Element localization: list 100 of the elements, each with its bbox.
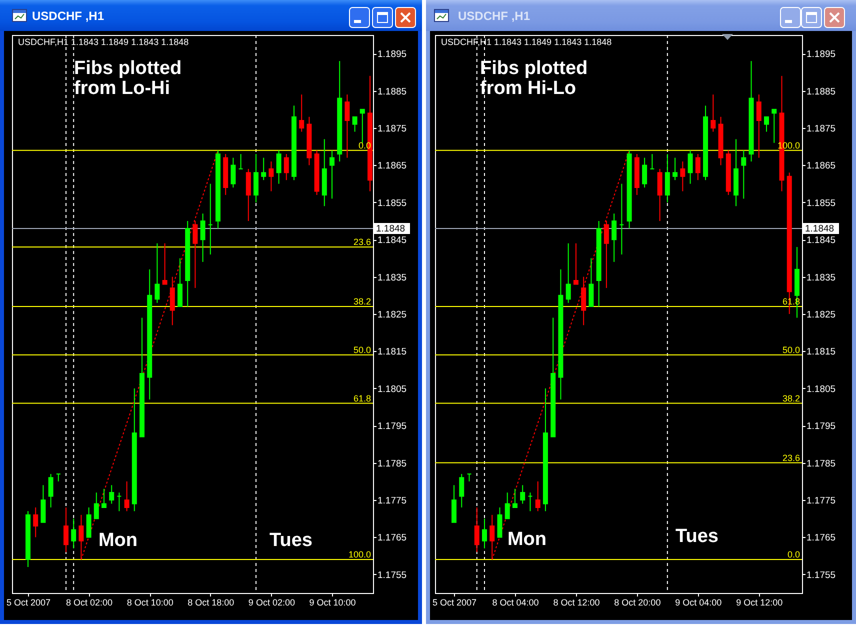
candlestick — [452, 484, 456, 523]
candlestick — [474, 506, 480, 553]
annotation: 38.2 — [353, 296, 371, 307]
x-tick-label: 9 Oct 04:00 — [675, 598, 722, 608]
candlestick — [192, 220, 198, 288]
y-tick-label: 1.1785 — [806, 458, 836, 470]
y-tick-label: 1.1775 — [378, 496, 407, 506]
candlestick — [102, 488, 106, 508]
candlestick — [764, 116, 770, 132]
y-tick-label: 1.1835 — [378, 272, 407, 284]
candlestick — [170, 276, 175, 326]
candlestick — [672, 157, 678, 181]
candlestick — [154, 242, 160, 304]
candlestick — [482, 518, 487, 549]
x-tick-label: 8 Oct 10:00 — [126, 598, 174, 608]
candlestick — [588, 258, 594, 308]
candlestick — [772, 108, 777, 144]
annotation: 61.8 — [353, 393, 371, 404]
x-tick-label: 8 Oct 18:00 — [188, 598, 234, 608]
annotation: Fibs plotted from Lo-Hi — [74, 58, 182, 99]
candlestick — [581, 276, 586, 326]
candlestick — [284, 154, 289, 181]
candlestick — [268, 160, 274, 192]
candlestick — [642, 157, 648, 188]
chart-subtitle: USDCHF,H1 1.1843 1.1849 1.1843 1.1848 — [441, 37, 612, 47]
y-tick-label: 1.1775 — [806, 496, 836, 506]
candlestick — [162, 242, 168, 285]
y-tick-label: 1.1895 — [378, 49, 407, 60]
candlestick — [86, 506, 92, 538]
y-tick-label: 1.1855 — [378, 198, 407, 209]
y-tick-label: 1.1765 — [806, 532, 836, 544]
candlestick — [664, 154, 670, 203]
candlestick — [352, 116, 358, 132]
candlestick — [230, 157, 236, 188]
y-tick-label: 1.1895 — [806, 49, 836, 60]
y-tick-label: 1.1765 — [378, 532, 407, 544]
candlestick — [573, 242, 578, 285]
candlestick — [612, 213, 617, 262]
chart-title: USDCHF ,H1 — [458, 9, 530, 23]
annotation: 23.6 — [353, 237, 371, 248]
y-tick-label: 1.1755 — [806, 570, 836, 581]
x-tick-label: 5 Oct 2007 — [6, 598, 51, 608]
ref-line-label: 1.1848 — [376, 223, 406, 234]
candlestick — [756, 94, 762, 158]
y-tick-label: 1.1885 — [378, 86, 407, 98]
y-tick-label: 1.1865 — [378, 160, 407, 172]
y-tick-label: 1.1865 — [806, 160, 836, 172]
candlestick — [604, 220, 609, 288]
candlestick — [178, 258, 182, 308]
y-tick-label: 1.1805 — [806, 384, 836, 395]
candlestick — [48, 473, 54, 508]
annotation: 100.0 — [348, 550, 371, 560]
candlestick — [566, 242, 571, 304]
candlestick — [680, 160, 686, 192]
candlestick — [33, 506, 38, 538]
x-tick-label: 8 Oct 02:00 — [66, 598, 113, 608]
y-tick-label: 1.1755 — [378, 570, 407, 581]
ref-line-label: 1.1848 — [805, 223, 834, 234]
x-tick-label: 9 Oct 12:00 — [736, 598, 783, 608]
candlestick — [40, 484, 46, 523]
candlestick — [254, 154, 258, 203]
candlestick — [71, 518, 76, 549]
candlestick — [497, 506, 502, 538]
y-tick-label: 1.1835 — [806, 272, 836, 284]
annotation: 0.0 — [787, 550, 800, 560]
x-tick-label: 8 Oct 20:00 — [614, 598, 661, 608]
y-tick-label: 1.1815 — [378, 346, 407, 358]
annotation: 23.6 — [782, 452, 800, 463]
candlestick — [344, 94, 350, 158]
candlestick — [695, 154, 700, 181]
annotation: Tues — [270, 530, 312, 551]
chart-subtitle: USDCHF,H1 1.1843 1.1849 1.1843 1.1848 — [18, 37, 189, 47]
annotation: Mon — [507, 529, 547, 550]
candlestick — [360, 108, 365, 144]
y-tick-label: 1.1885 — [806, 86, 836, 98]
annotation: 50.0 — [782, 344, 800, 355]
y-tick-label: 1.1785 — [378, 458, 407, 470]
candlestick — [94, 492, 99, 520]
candlestick — [535, 480, 540, 512]
candlestick — [109, 484, 114, 504]
candlestick — [520, 484, 526, 504]
annotation: Mon — [98, 530, 138, 551]
y-tick-label: 1.1805 — [378, 384, 407, 395]
y-tick-label: 1.1825 — [806, 310, 836, 320]
candlestick — [299, 94, 304, 132]
candlestick — [246, 168, 251, 222]
annotation: 38.2 — [782, 393, 800, 404]
candlestick — [710, 94, 716, 132]
chart-title: USDCHF ,H1 — [32, 9, 104, 23]
y-tick-label: 1.1795 — [378, 421, 407, 432]
candlestick — [657, 168, 662, 222]
annotation: 50.0 — [353, 344, 371, 355]
candlestick — [688, 150, 693, 184]
candlestick — [504, 492, 510, 520]
y-tick-label: 1.1825 — [378, 310, 407, 320]
candlestick — [64, 506, 68, 553]
candlestick — [512, 488, 518, 508]
y-tick-label: 1.1815 — [806, 346, 836, 358]
candlestick — [276, 150, 282, 184]
x-tick-label: 8 Oct 04:00 — [492, 598, 539, 608]
